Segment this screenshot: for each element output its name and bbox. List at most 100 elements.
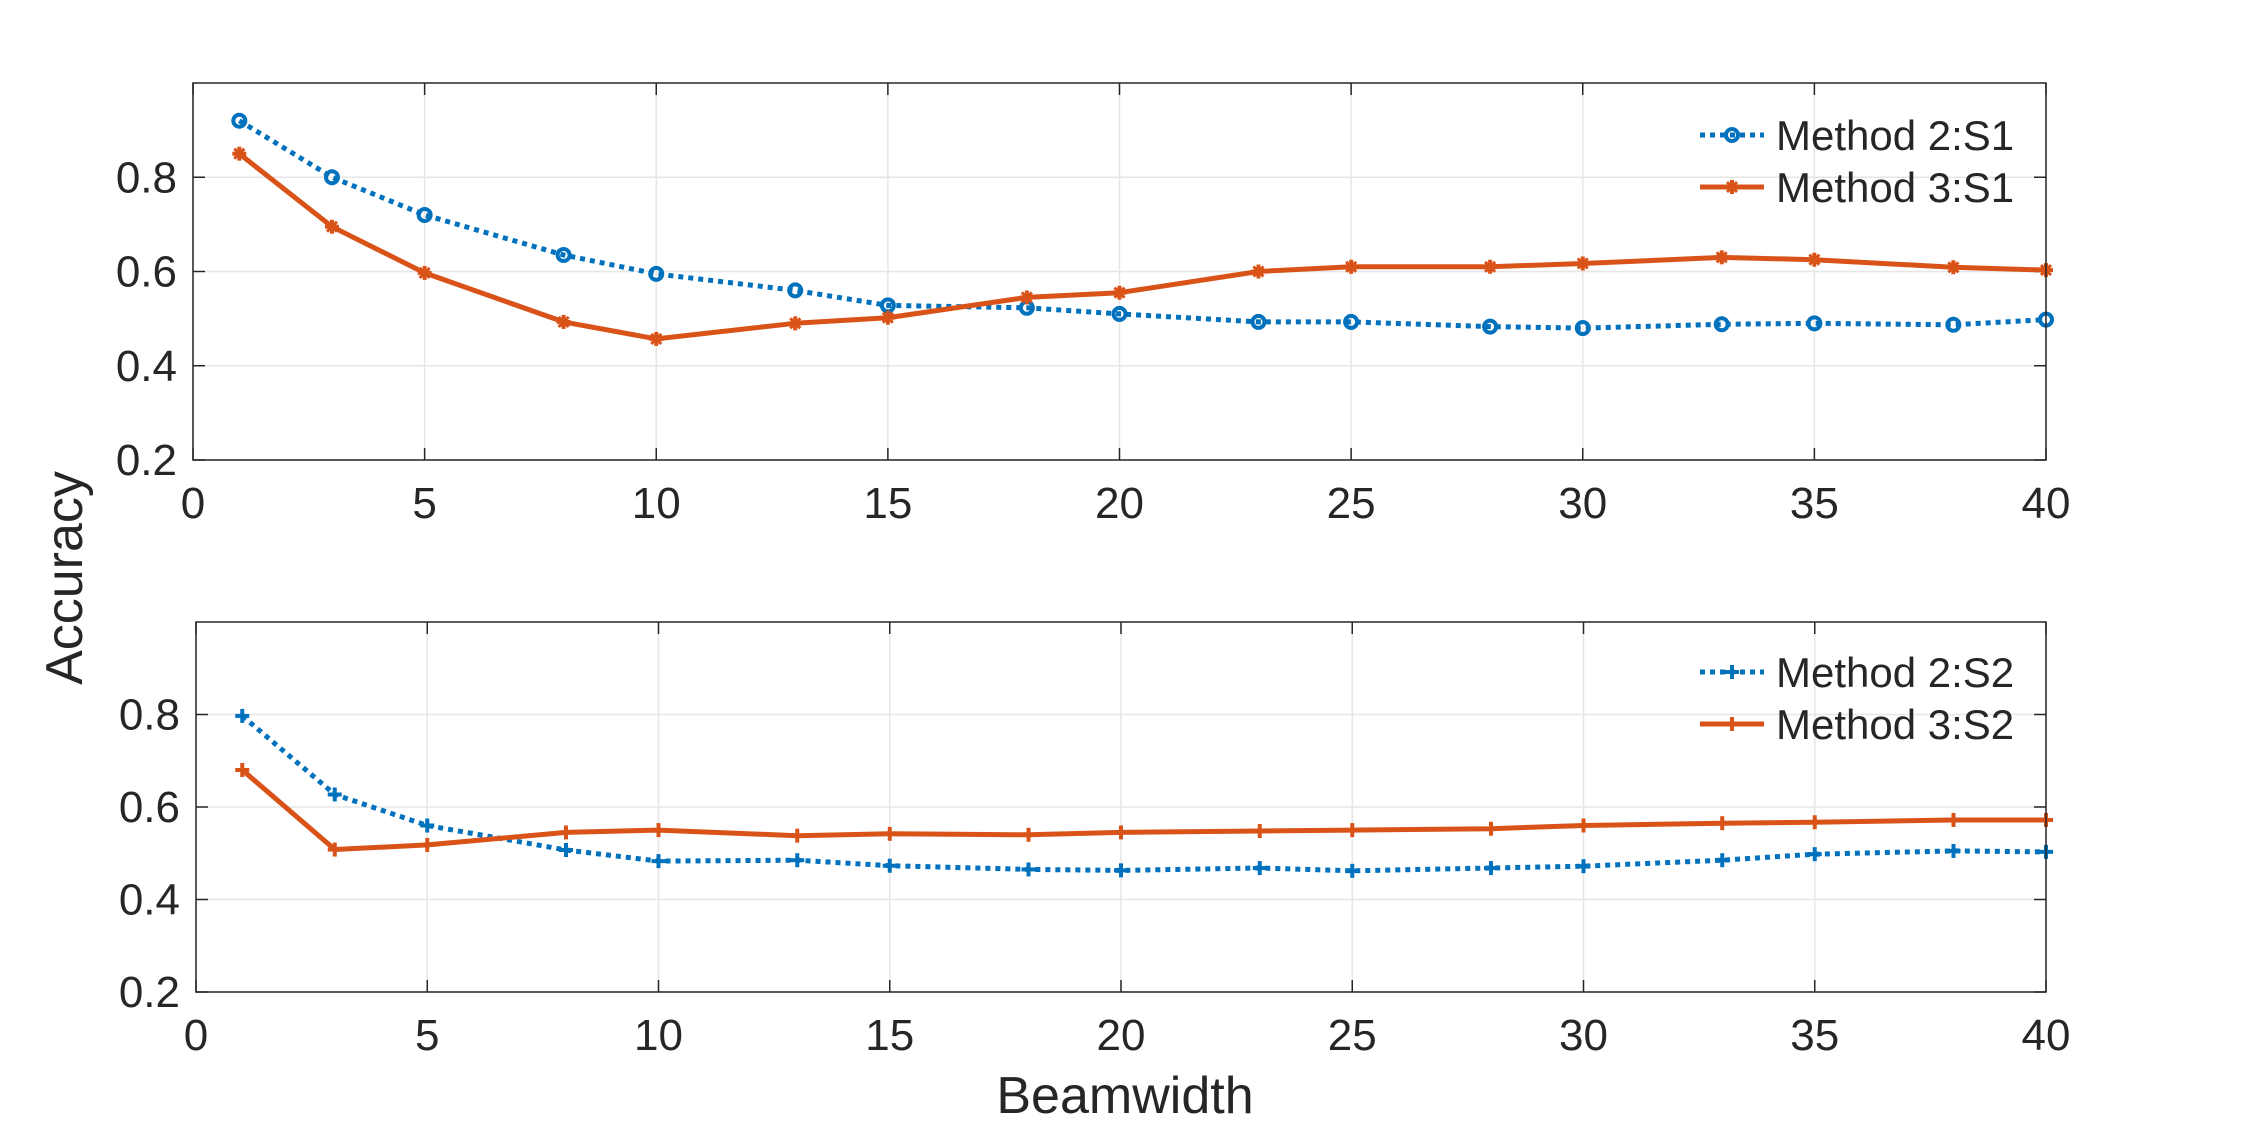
- panel-2-series-1-point: [1946, 843, 1961, 858]
- panel-2-series-2-point: [790, 828, 805, 843]
- panel-2-series-2-point: [882, 826, 897, 841]
- panel-2-legend-marker-2: [1725, 717, 1739, 731]
- panel-2-series-1-point: [1021, 862, 1036, 877]
- panel-1-legend-label-1: Method 2:S1: [1776, 112, 2014, 159]
- panel-2-series-1-point: [1807, 847, 1822, 862]
- panel-1-series-1-point: [1574, 320, 1591, 337]
- panel-1-series-2-point: [1112, 285, 1127, 300]
- panel-1-series-2-point: [1019, 290, 1034, 305]
- panel-1-x-tick-label: 5: [412, 479, 436, 528]
- panel-1-series-2-point-stroke: [881, 311, 894, 324]
- panel-2-y-tick-label: 0.6: [119, 783, 180, 832]
- panel-2-y-tick-label: 0.4: [119, 876, 180, 925]
- panel-1-series-2-point: [1714, 250, 1729, 265]
- panel-2-series-2-point: [327, 842, 342, 857]
- panel-2-legend-label-1: Method 2:S2: [1776, 649, 2014, 696]
- panel-1-series-2-point-stroke: [1484, 260, 1497, 273]
- panel-1-series-2-point: [324, 219, 339, 234]
- panel-1-legend-label-2: Method 3:S1: [1776, 164, 2014, 211]
- panel-1-y-tick-label: 0.4: [116, 342, 177, 391]
- panel-2-y-tick-label: 0.8: [119, 691, 180, 740]
- panel-2-series-2-point: [1345, 823, 1360, 838]
- panel-1-series-2-point-stroke: [1113, 286, 1126, 299]
- panel-1-series-2-point-stroke: [650, 332, 663, 345]
- panel-1-legend-marker-2: [1725, 180, 1739, 194]
- panel-2-series-2: [235, 763, 2053, 857]
- panel-1-series-2-point-stroke: [418, 266, 431, 279]
- panel-1-y-tick-label: 0.6: [116, 248, 177, 297]
- panel-1-series-1-line: [237, 118, 2047, 331]
- panel-2-series-2-point: [1021, 827, 1036, 842]
- panel-2-series-2-point: [1114, 825, 1128, 840]
- panel-2-series-2-point: [1946, 812, 1961, 827]
- panel-2-x-tick-label: 25: [1328, 1011, 1377, 1060]
- panel-1-series-1-point: [1945, 316, 1962, 333]
- panel-1-series-2-point: [1251, 264, 1266, 279]
- panel-2-x-tick-label: 15: [865, 1011, 914, 1060]
- panel-1-legend-marker-2-stroke: [1725, 180, 1739, 194]
- charts: 0 5 10 15 20 25 30 35 40 0.2 0.4 0.6 0.8 Method 2:S1 M…: [116, 82, 2071, 1060]
- panel-1-series-2-point: [417, 265, 432, 280]
- panel-2-series-2-point: [1252, 824, 1267, 839]
- panel-2-series-2-point: [1576, 818, 1591, 833]
- panel-1-series-2-point-stroke: [1252, 265, 1265, 278]
- panel-1-series-2-point-stroke: [557, 315, 570, 328]
- panel-2-series-2-point: [1807, 815, 1822, 830]
- panel-2-x-tick-label: 40: [2022, 1011, 2071, 1060]
- panel-1-series-2-point-stroke: [325, 220, 339, 233]
- panel-2-series-1-point: [559, 843, 573, 858]
- panel-1-x-tick-label: 35: [1790, 479, 1839, 528]
- panel-2-legend-label-2: Method 3:S2: [1776, 701, 2014, 748]
- shared-x-axis-label: Beamwidth: [996, 1067, 1253, 1125]
- panel-2-series-2-point: [559, 825, 573, 840]
- panel-1-axes-box: [192, 82, 2047, 461]
- panel-1-x-tick-label: 0: [181, 479, 205, 528]
- panel-2-series-2-point: [420, 837, 435, 852]
- panel-1-series-2-point: [1807, 252, 1822, 267]
- panel-1-series-2-point: [232, 146, 247, 161]
- panel-2-x-tick-label: 10: [634, 1011, 683, 1060]
- panel-1-x-tick-label: 40: [2022, 479, 2071, 528]
- panel-1-series-2-point: [1344, 259, 1359, 274]
- panel-2-series-1-point: [882, 858, 897, 873]
- panel-1-series-1-point: [323, 169, 340, 186]
- panel-2-y-tick-label: 0.2: [119, 968, 180, 1017]
- panel-1-y-tick-label: 0.8: [116, 153, 177, 202]
- panel-2-x-tick-label: 30: [1559, 1011, 1608, 1060]
- panel-1-legend-marker-1: [1724, 127, 1740, 143]
- panel-2-x-tick-label: 0: [184, 1011, 208, 1060]
- panel-2-series-1-point: [1345, 863, 1360, 878]
- panel-2-x-tick-label: 20: [1097, 1011, 1146, 1060]
- panel-1-series-2-point: [556, 314, 571, 329]
- panel-2-series-2-point: [1715, 816, 1730, 831]
- panel-1-series-2-point-stroke: [1715, 251, 1728, 264]
- panel-2-series-1-point: [790, 853, 805, 868]
- panel-2-series-1-point: [651, 854, 666, 869]
- panel-1-x-tick-label: 20: [1095, 479, 1144, 528]
- panel-2-series-1-point: [420, 818, 435, 833]
- panel-1-series-2-point: [1946, 260, 1961, 275]
- panel-1-x-tick-label: 25: [1327, 479, 1376, 528]
- panel-1-x-tick-label: 10: [632, 479, 681, 528]
- panel-2-axes-box: [195, 621, 2047, 993]
- panel-1-series-2-point: [1575, 256, 1590, 271]
- panel-1-series-2-point-stroke: [1576, 257, 1589, 270]
- panel-1-series-1-point: [1343, 313, 1360, 330]
- panel-2-legend: Method 2:S2 Method 3:S2: [1700, 649, 2014, 748]
- panel-2-legend-marker-1: [1725, 665, 1739, 679]
- panel-1-series-2-point: [788, 316, 803, 331]
- panel-2-series-1-point: [1114, 863, 1128, 878]
- panel-1-series-1-point: [1482, 318, 1499, 335]
- panel-1-series-2-point-stroke: [233, 147, 246, 160]
- panel-1-series-2-point-stroke: [1345, 260, 1358, 273]
- panel-1-series-1-point: [231, 112, 248, 129]
- panel-1-x-tick-label: 15: [863, 479, 912, 528]
- panel-1-series-2-point: [1483, 259, 1498, 274]
- panel-2-x-tick-label: 5: [415, 1011, 439, 1060]
- panel-1-series-2-point-stroke: [789, 317, 802, 330]
- panel-2-series-1-point: [235, 708, 250, 723]
- panel-1-series-1-point: [555, 247, 572, 264]
- panel-2-series-1-point: [327, 787, 342, 802]
- panel-1-series-1-point: [1806, 315, 1823, 332]
